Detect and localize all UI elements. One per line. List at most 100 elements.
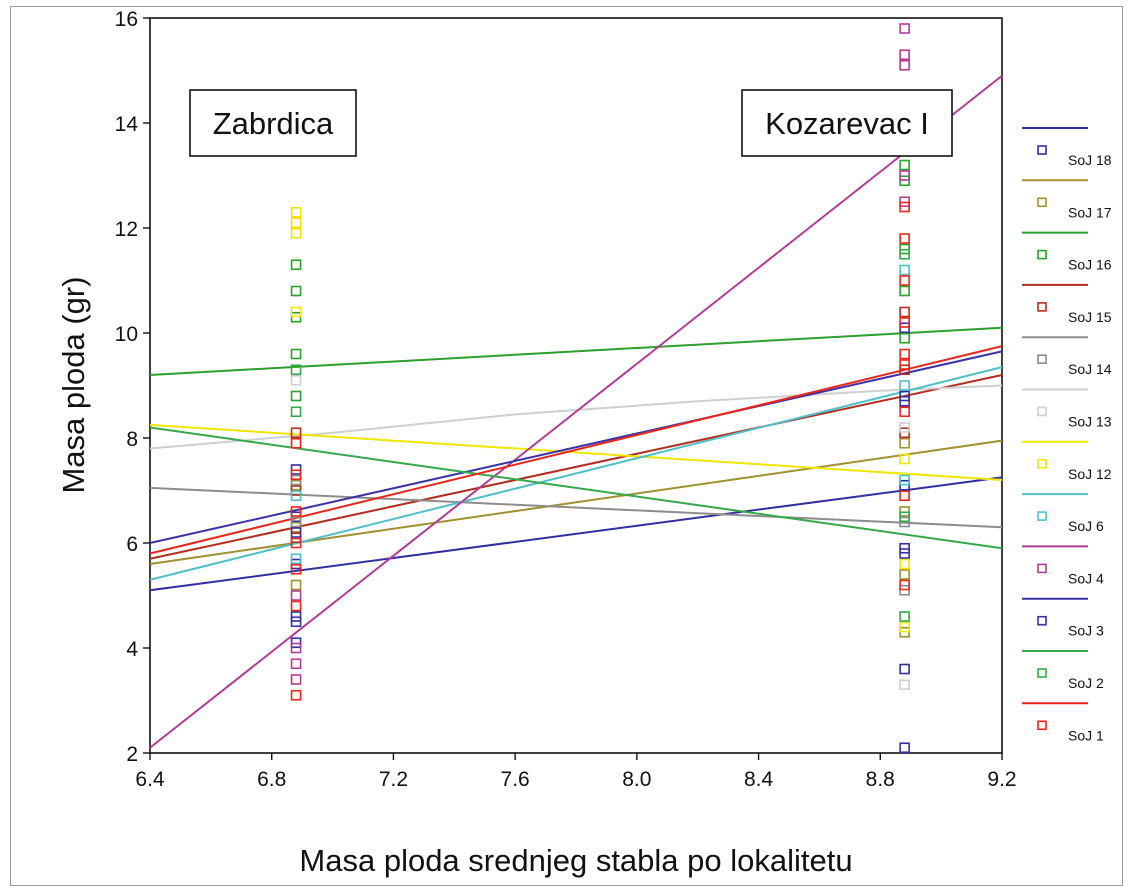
data-point-soj-14	[290, 516, 302, 528]
legend-marker	[1037, 563, 1047, 574]
x-tick-label: 8.8	[866, 768, 895, 791]
data-point-soj-16	[899, 159, 910, 171]
legend-marker	[1037, 511, 1047, 521]
annotation-box	[741, 89, 953, 157]
legend-label: SoJ 3	[1068, 623, 1104, 639]
legend-label: SoJ 18	[1068, 152, 1112, 168]
data-point-soj-3	[290, 527, 302, 538]
data-point-soj-1	[290, 689, 302, 701]
legend-label: SoJ 6	[1068, 518, 1104, 534]
data-point-soj-1	[899, 275, 910, 286]
data-point-soj-12	[899, 621, 910, 633]
data-point-soj-4	[290, 658, 302, 670]
data-point-soj-16	[290, 348, 302, 360]
data-point-soj-6	[899, 264, 910, 276]
legend-label: SoJ 12	[1068, 466, 1112, 482]
data-point-soj-6	[899, 380, 910, 391]
x-tick-label: 7.6	[501, 768, 530, 791]
x-axis: 6.4 6.8 7.2 7.6 8.0 8.4 8.8 9.2	[135, 753, 1017, 791]
legend-label: SoJ 17	[1068, 204, 1112, 220]
data-point-soj-3	[899, 548, 910, 559]
data-point-soj-6	[290, 490, 302, 502]
data-point-soj-6	[899, 474, 910, 486]
y-tick-label: 4	[126, 638, 138, 661]
legend-marker	[1037, 615, 1047, 626]
data-point-soj-16	[899, 332, 910, 344]
data-point-soj-13	[290, 374, 302, 386]
data-point-soj-1	[899, 317, 910, 328]
data-points	[290, 23, 910, 754]
data-point-soj-15	[290, 427, 302, 439]
data-point-soj-4	[899, 170, 910, 181]
legend-marker	[1037, 668, 1047, 678]
legend-marker	[1037, 249, 1047, 260]
fit-line-soj-4	[149, 74, 1003, 749]
legend-marker	[1037, 354, 1047, 365]
data-point-soj-2	[290, 364, 302, 376]
legend-label: SoJ 1	[1068, 727, 1104, 743]
x-tick-label: 7.2	[379, 768, 408, 791]
y-tick-label: 12	[115, 218, 138, 241]
x-tick-label: 6.4	[135, 768, 165, 791]
annotation-label: Kozarevac I	[765, 106, 929, 141]
data-point-soj-12	[290, 217, 302, 229]
data-point-soj-4	[899, 59, 910, 71]
data-point-soj-4	[290, 674, 302, 685]
y-tick-label: 10	[115, 323, 138, 346]
y-axis-title: Masa ploda (gr)	[56, 276, 91, 493]
data-point-soj-4	[899, 23, 910, 34]
data-point-soj-12	[290, 227, 302, 239]
y-tick-label: 16	[115, 8, 138, 31]
data-point-soj-1	[290, 437, 302, 449]
legend-marker	[1037, 458, 1047, 469]
data-point-soj-18	[899, 663, 910, 675]
y-tick-label: 6	[126, 533, 138, 556]
data-point-soj-17	[899, 437, 910, 449]
data-point-soj-16	[290, 390, 302, 402]
x-axis-title: Masa ploda srednjeg stabla po lokalitetu	[299, 843, 852, 878]
data-point-soj-4	[899, 49, 910, 61]
data-point-soj-1	[899, 201, 910, 213]
data-point-soj-12	[290, 206, 302, 218]
data-point-soj-2	[290, 406, 302, 418]
data-point-soj-12	[899, 558, 910, 570]
legend-label: SoJ 13	[1068, 414, 1112, 430]
x-tick-label: 6.8	[257, 768, 286, 791]
data-point-soj-1	[290, 600, 302, 612]
legend-label: SoJ 4	[1068, 570, 1104, 586]
data-point-soj-2	[899, 248, 910, 260]
legend-marker	[1037, 145, 1047, 155]
data-point-soj-16	[290, 259, 302, 271]
data-point-soj-17	[899, 569, 910, 580]
y-tick-label: 8	[126, 428, 138, 451]
annotation-label: Zabrdica	[213, 106, 334, 141]
data-point-soj-1	[899, 233, 910, 244]
data-point-soj-12	[290, 306, 302, 318]
data-point-soj-2	[899, 611, 910, 622]
x-tick-label: 9.2	[987, 768, 1016, 791]
data-point-soj-1	[899, 348, 910, 360]
y-axis: 2 4 6 8 10 12 14 16	[115, 8, 150, 766]
legend-marker	[1037, 197, 1047, 208]
data-point-soj-16	[290, 285, 302, 297]
data-point-soj-3	[290, 616, 302, 628]
data-point-soj-15	[899, 306, 910, 318]
data-point-soj-3	[899, 395, 910, 407]
annotation-box	[189, 89, 357, 157]
data-point-soj-4	[290, 590, 302, 601]
data-point-soj-13	[899, 422, 910, 433]
legend-marker	[1037, 302, 1047, 312]
data-point-soj-6	[290, 553, 302, 565]
data-point-soj-2	[899, 511, 910, 523]
legend-marker	[1037, 720, 1047, 731]
data-point-soj-1	[290, 506, 302, 517]
data-point-soj-1	[899, 359, 910, 370]
data-point-soj-17	[290, 579, 302, 591]
legend-label: SoJ 15	[1068, 309, 1112, 325]
y-tick-label: 2	[126, 743, 138, 766]
x-tick-label: 8.4	[744, 768, 774, 791]
data-point-soj-1	[899, 490, 910, 502]
data-point-soj-1	[290, 537, 302, 549]
data-point-soj-18	[899, 742, 910, 754]
